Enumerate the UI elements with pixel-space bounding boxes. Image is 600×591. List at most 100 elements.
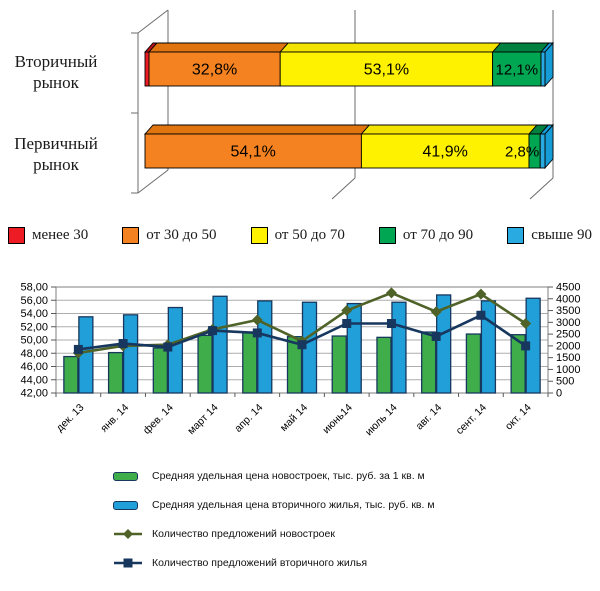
legend-item: менее 30	[8, 226, 89, 244]
category-label-secondary-market: Вторичный рынок	[14, 52, 98, 93]
bar-segment-top-face	[279, 42, 502, 53]
secondary-count-line	[73, 310, 531, 354]
right-axis-tick-label: 3000	[556, 317, 580, 329]
bar	[376, 336, 392, 394]
bar	[465, 333, 482, 394]
bar-segment-top-face	[143, 124, 371, 135]
bar-segment-top-face	[147, 42, 290, 53]
legend-item: от 50 до 70	[250, 226, 345, 244]
bar-segment	[492, 51, 542, 87]
legend-swatch	[113, 500, 147, 510]
legend-swatch	[378, 226, 396, 244]
bar	[391, 301, 407, 394]
legend-label: Количество предложений вторичного жилья	[152, 557, 368, 569]
diamond-marker	[341, 305, 353, 317]
legend-item: от 30 до 50	[122, 226, 217, 244]
legend-swatch	[113, 556, 147, 570]
left-axis-tick-label: 54,00	[20, 308, 48, 320]
right-axis-tick-label: 2000	[556, 340, 580, 352]
legend-item: свыше 90	[507, 226, 592, 244]
diamond-marker	[385, 287, 397, 299]
top-chart-3d-frame	[131, 9, 554, 200]
bar	[107, 351, 124, 394]
x-axis-label: янв. 14	[98, 402, 131, 435]
bar-segment	[539, 133, 546, 169]
diamond-marker	[475, 288, 487, 300]
right-axis-tick-label: 4500	[556, 282, 580, 294]
gridline-100pct	[529, 10, 554, 200]
legend-swatch	[8, 226, 25, 244]
percent-label: 41,9%	[423, 144, 468, 161]
square-marker	[118, 339, 128, 349]
x-axis-label: фев. 14	[141, 402, 176, 437]
price-range-legend: менее 30 от 30 до 50 от 50 до 70 от 70 до 9…	[0, 218, 600, 252]
x-axis-label: апр. 14	[232, 402, 265, 435]
bar-swatch	[113, 500, 138, 510]
left-axis-tick-label: 58,00	[20, 282, 48, 294]
square-line-swatch	[114, 558, 142, 568]
right-axis-tick-label: 0	[556, 388, 562, 400]
axis-ticks	[51, 286, 553, 397]
right-axis-tick-label: 4000	[556, 293, 580, 305]
left-axis-tick-label: 48,00	[20, 348, 48, 360]
bar-segment	[540, 51, 546, 87]
stacked-bar-secondary-market: 32,8% 53,1% 12,1%	[143, 41, 555, 88]
legend-label: Количество предложений новостроек	[152, 528, 335, 540]
square-marker	[342, 319, 352, 329]
x-axis-label: июль 14	[363, 402, 400, 439]
gridline-50pct	[331, 10, 356, 200]
bar	[346, 302, 362, 394]
square-marker	[431, 331, 441, 341]
legend-label: Средняя удельная цена вторичного жилья, …	[152, 499, 435, 511]
left-axis-tick-label: 56,00	[20, 295, 48, 307]
legend-label: менее 30	[32, 226, 89, 243]
bar	[212, 295, 228, 394]
square-marker	[73, 344, 83, 354]
legend-label: от 30 до 50	[146, 226, 217, 243]
x-axis-label: дек. 13	[54, 402, 87, 435]
legend-label: Средняя удельная цена новостроек, тыс. р…	[152, 470, 425, 482]
right-axis-tick-label: 500	[556, 376, 574, 388]
category-label-primary-market: Первичный рынок	[14, 134, 98, 175]
market-structure-3d-chart: 32,8% 53,1% 12,1% 54,1% 41,9% 2,8%	[131, 9, 555, 200]
x-axis-label: май 14	[278, 402, 310, 434]
x-axis-label: март 14	[185, 402, 221, 438]
bar	[197, 334, 213, 394]
left-axis-tick-label: 52,00	[20, 321, 48, 333]
right-axis-tick-label: 1000	[556, 364, 580, 376]
bar-segment	[144, 51, 150, 87]
percent-label: 32,8%	[192, 62, 237, 79]
percent-label: 54,1%	[231, 144, 276, 161]
bar	[436, 294, 452, 394]
combo-chart-legend: Средняя удельная цена новостроек, тыс. р…	[113, 466, 435, 582]
square-marker	[297, 340, 307, 350]
new-build-price-bars	[63, 331, 526, 394]
left-axis-tick-label: 42,00	[20, 388, 48, 400]
legend-swatch	[507, 226, 525, 244]
legend-label: от 70 до 90	[402, 226, 474, 243]
bar	[152, 347, 168, 394]
legend-label: свыше 90	[531, 226, 592, 243]
diamond-marker	[430, 306, 442, 318]
bar	[421, 331, 437, 394]
legend-swatch	[122, 226, 140, 244]
square-marker	[252, 328, 262, 338]
legend-item: Средняя удельная цена новостроек, тыс. р…	[113, 466, 435, 486]
legend-item: Средняя удельная цена вторичного жилья, …	[113, 495, 435, 515]
bar-segment	[148, 51, 281, 87]
square-marker	[521, 341, 531, 351]
right-axis-tick-label: 2500	[556, 329, 580, 341]
x-axis-label: авг. 14	[414, 402, 445, 433]
left-axis-tick-label: 46,00	[20, 361, 48, 373]
stacked-bar-primary-market: 54,1% 41,9% 2,8%	[143, 123, 555, 170]
square-marker	[476, 310, 486, 320]
bar	[122, 314, 139, 394]
x-axis-label: окт. 14	[503, 402, 534, 433]
legend-item: Количество предложений вторичного жилья	[113, 553, 435, 573]
bar-segment-top-face	[360, 124, 539, 135]
bar	[257, 300, 273, 394]
bar-segment	[360, 133, 530, 169]
percent-label: 53,1%	[364, 62, 409, 79]
bar	[331, 335, 347, 394]
legend-swatch	[250, 226, 268, 244]
